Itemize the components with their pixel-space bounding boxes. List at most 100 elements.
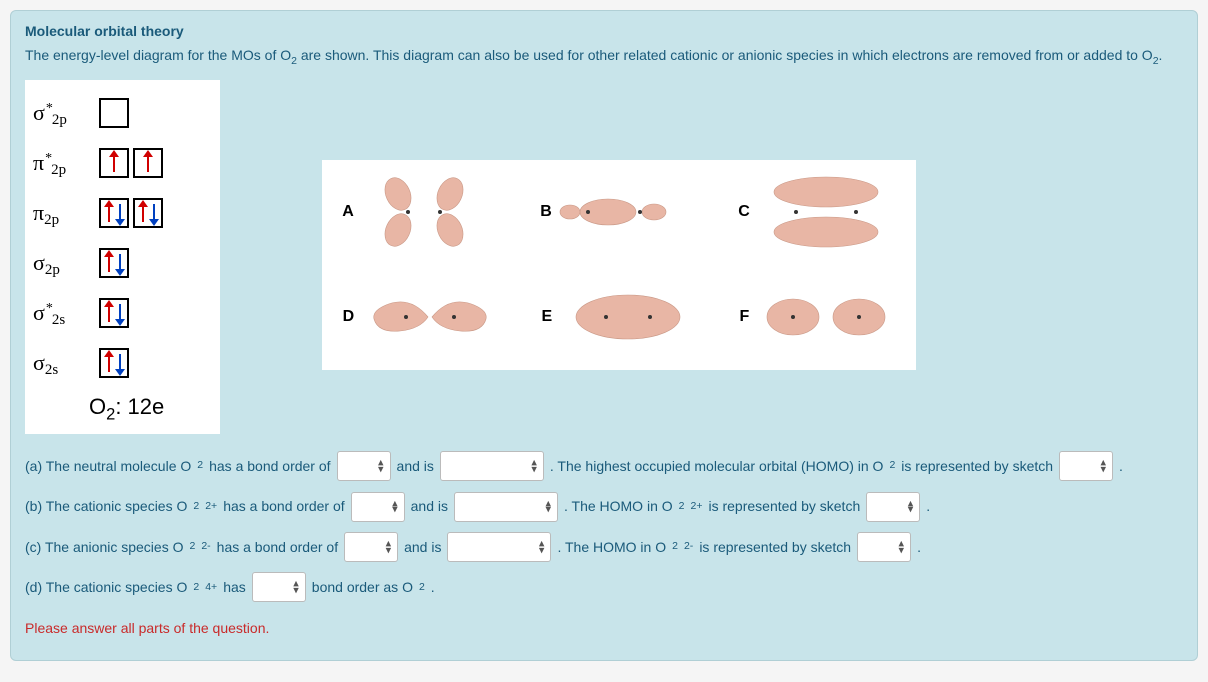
mo-level-label: π2p [33,200,99,226]
select-c-magnetism[interactable]: ▴▾ [447,532,551,562]
chevron-updown-icon: ▴▾ [539,540,545,553]
select-d-comparison[interactable]: ▴▾ [252,572,306,602]
arrow-down-icon [115,202,125,224]
questions-block: (a) The neutral molecule O2 has a bond o… [25,448,1183,646]
qd-text-1: (d) The cationic species O [25,569,187,605]
question-d: (d) The cationic species O24+ has ▴▾ bon… [25,569,1183,605]
mo-box-set [99,348,129,378]
select-c-bondorder[interactable]: ▴▾ [344,532,398,562]
arrow-up-icon [138,202,148,224]
chevron-updown-icon: ▴▾ [908,500,914,513]
select-b-bondorder[interactable]: ▴▾ [351,492,405,522]
qa-text-4: is represented by sketch [901,448,1053,484]
period: . [926,488,930,524]
period: . [431,569,435,605]
chevron-updown-icon: ▴▾ [899,540,905,553]
electron-box [99,98,129,128]
arrow-up-icon [109,152,119,174]
select-a-sketch[interactable]: ▴▾ [1059,451,1113,481]
sup-2plus: 2+ [691,493,703,520]
and-is: and is [411,488,448,524]
orbital-d: D [343,277,501,357]
period: . [1119,448,1123,484]
qa-text-3: . The highest occupied molecular orbital… [550,448,884,484]
question-panel: Molecular orbital theory The energy-leve… [10,10,1198,661]
mo-level: π2p [33,188,212,238]
mo-level: σ2s [33,338,212,388]
select-a-bondorder[interactable]: ▴▾ [337,451,391,481]
content-row: σ*2pπ*2pπ2pσ2pσ*2sσ2sO2: 12e A [25,80,1183,434]
orbital-sketch-f [755,277,895,357]
select-b-sketch[interactable]: ▴▾ [866,492,920,522]
arrow-up-icon [104,302,114,324]
qa-text-2: has a bond order of [209,448,330,484]
mo-level: π*2p [33,138,212,188]
intro-part-a: The energy-level diagram for the MOs of … [25,47,291,63]
mo-level-label: σ*2s [33,300,99,326]
sup-2plus: 2+ [205,493,217,520]
question-c: (c) The anionic species O22- has a bond … [25,529,1183,565]
qb-text-1: (b) The cationic species O [25,488,187,524]
orbital-c: C [738,172,896,252]
qb-text-2: has a bond order of [223,488,344,524]
qb-text-3: . The HOMO in O [564,488,673,524]
orbital-b: B [540,172,698,252]
select-c-sketch[interactable]: ▴▾ [857,532,911,562]
orbital-label-d: D [343,308,355,326]
orbital-sketch-b [558,172,698,252]
arrow-up-icon [104,202,114,224]
qd-text-3: bond order as O [312,569,413,605]
electron-box [99,198,129,228]
arrow-up-icon [104,252,114,274]
chevron-updown-icon: ▴▾ [545,500,551,513]
intro-text: The energy-level diagram for the MOs of … [25,45,1183,70]
arrow-down-icon [115,302,125,324]
orbital-sketch-c [756,172,896,252]
qc-text-2: has a bond order of [217,529,338,565]
electron-box [133,198,163,228]
mo-level: σ2p [33,238,212,288]
period: . [917,529,921,565]
chevron-updown-icon: ▴▾ [531,460,537,473]
mo-footer: O2: 12e [33,388,212,426]
chevron-updown-icon: ▴▾ [1101,460,1107,473]
intro-part-b: are shown. This diagram can also be used… [297,47,1153,63]
mo-level-label: π*2p [33,150,99,176]
orbital-f: F [740,277,896,357]
arrow-up-icon [143,152,153,174]
arrow-down-icon [149,202,159,224]
select-a-magnetism[interactable]: ▴▾ [440,451,544,481]
electron-box [99,248,129,278]
qc-text-1: (c) The anionic species O [25,529,183,565]
chevron-updown-icon: ▴▾ [293,581,299,594]
arrow-down-icon [115,252,125,274]
error-message: Please answer all parts of the question. [25,610,1183,646]
qb-text-4: is represented by sketch [708,488,860,524]
arrow-down-icon [115,352,125,374]
chevron-updown-icon: ▴▾ [386,540,392,553]
mo-level-label: σ2s [33,350,99,376]
sup-4plus: 4+ [205,574,217,601]
mo-box-set [99,198,163,228]
electron-box [133,148,163,178]
question-a: (a) The neutral molecule O2 has a bond o… [25,448,1183,484]
chevron-updown-icon: ▴▾ [378,460,384,473]
chevron-updown-icon: ▴▾ [392,500,398,513]
select-b-magnetism[interactable]: ▴▾ [454,492,558,522]
qa-text-1: (a) The neutral molecule O [25,448,191,484]
electron-box [99,348,129,378]
and-is: and is [404,529,441,565]
orbital-label-e: E [542,308,553,326]
question-b: (b) The cationic species O22+ has a bond… [25,488,1183,524]
mo-box-set [99,148,163,178]
mo-level-label: σ2p [33,250,99,276]
orbital-label-a: A [342,203,354,221]
orbital-sketch-e [558,277,698,357]
sup-2minus: 2- [684,533,693,560]
intro-end: . [1159,47,1163,63]
orbital-label-b: B [540,203,552,221]
electron-box [99,298,129,328]
electron-box [99,148,129,178]
mo-box-set [99,98,129,128]
mo-box-set [99,298,129,328]
